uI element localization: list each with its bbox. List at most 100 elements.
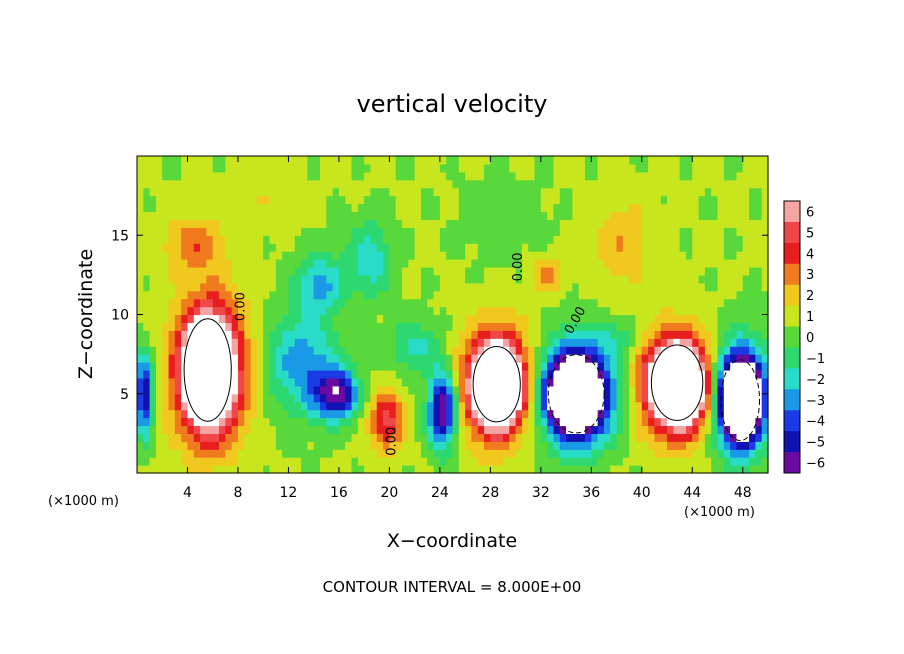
heatmap-cell (484, 243, 491, 252)
heatmap-cell (502, 227, 510, 236)
heatmap-cell (692, 377, 700, 387)
heatmap-cell (578, 171, 586, 181)
heatmap-cell (376, 433, 384, 442)
heatmap-cell (654, 298, 662, 308)
heatmap-cell (547, 251, 555, 260)
heatmap-cell (723, 179, 731, 189)
heatmap-cell (181, 346, 189, 355)
heatmap-cell (301, 346, 308, 355)
heatmap-cell (408, 251, 416, 260)
heatmap-cell (585, 171, 592, 181)
heatmap-cell (559, 385, 567, 395)
heatmap-cell (534, 203, 542, 213)
heatmap-cell (383, 306, 390, 316)
heatmap-cell (553, 433, 561, 442)
heatmap-cell (641, 457, 649, 466)
heatmap-cell (591, 187, 599, 197)
heatmap-cell (187, 433, 195, 442)
heatmap-cell (313, 179, 321, 189)
heatmap-cell (307, 449, 315, 458)
heatmap-cell (616, 393, 624, 403)
heatmap-cell (187, 369, 195, 379)
heatmap-cell (502, 187, 510, 197)
heatmap-cell (471, 243, 479, 252)
heatmap-cell (143, 282, 151, 292)
heatmap-cell (288, 187, 296, 197)
heatmap-cell (212, 259, 220, 268)
heatmap-cell (275, 417, 283, 427)
heatmap-cell (654, 417, 662, 427)
heatmap-cell (263, 266, 271, 276)
heatmap-cell (736, 377, 744, 387)
heatmap-cell (761, 163, 769, 173)
heatmap-cell (540, 259, 548, 268)
heatmap-cell (452, 219, 460, 228)
heatmap-cell (370, 187, 378, 197)
heatmap-cell (345, 401, 353, 411)
heatmap-cell (698, 338, 706, 347)
heatmap-cell (679, 195, 687, 205)
heatmap-cell (692, 385, 700, 395)
heatmap-cell (692, 338, 700, 347)
heatmap-cell (420, 235, 428, 244)
heatmap-cell (250, 393, 258, 403)
heatmap-cell (490, 179, 498, 189)
heatmap-cell (187, 179, 195, 189)
heatmap-cell (319, 314, 327, 324)
heatmap-cell (622, 156, 630, 165)
heatmap-cell (471, 417, 479, 427)
heatmap-cell (730, 377, 738, 387)
heatmap-cell (660, 362, 668, 371)
heatmap-cell (181, 314, 189, 324)
heatmap-cell (395, 306, 403, 316)
heatmap-cell (427, 330, 435, 339)
heatmap-cell (471, 425, 479, 434)
heatmap-cell (685, 203, 693, 213)
heatmap-cell (528, 322, 536, 331)
heatmap-cell (711, 163, 719, 173)
heatmap-cell (717, 179, 725, 189)
heatmap-cell (414, 243, 422, 252)
heatmap-cell (269, 171, 277, 181)
heatmap-cell (496, 266, 504, 276)
heatmap-cell (629, 306, 637, 316)
heatmap-cell (660, 227, 668, 236)
heatmap-cell (439, 409, 447, 419)
heatmap-cell (149, 282, 157, 292)
heatmap-cell (749, 369, 756, 379)
heatmap-cell (319, 211, 327, 220)
heatmap-cell (219, 195, 226, 205)
heatmap-cell (149, 441, 157, 450)
heatmap-cell (250, 203, 258, 213)
x-tick-label: 12 (280, 485, 298, 501)
heatmap-cell (629, 227, 637, 236)
heatmap-cell (408, 219, 416, 228)
heatmap-cell (452, 433, 460, 442)
heatmap-cell (351, 465, 359, 474)
heatmap-cell (616, 274, 624, 284)
heatmap-cell (395, 409, 403, 419)
heatmap-cell (307, 338, 315, 347)
heatmap-cell (326, 401, 334, 411)
heatmap-cell (585, 330, 592, 339)
heatmap-cell (502, 156, 510, 165)
heatmap-cell (622, 187, 630, 197)
heatmap-cell (730, 251, 738, 260)
heatmap-cell (749, 282, 756, 292)
heatmap-cell (679, 163, 687, 173)
heatmap-cell (212, 266, 220, 276)
heatmap-cell (231, 243, 239, 252)
heatmap-cell (736, 227, 744, 236)
heatmap-cell (269, 211, 277, 220)
heatmap-cell (641, 298, 649, 308)
heatmap-cell (477, 417, 485, 427)
heatmap-cell (212, 179, 220, 189)
heatmap-cell (237, 156, 245, 165)
heatmap-cell (540, 274, 548, 284)
heatmap-cell (477, 290, 485, 300)
heatmap-cell (477, 338, 485, 347)
heatmap-cell (603, 274, 611, 284)
heatmap-cell (395, 369, 403, 379)
heatmap-cell (319, 306, 327, 316)
heatmap-cell (616, 385, 624, 395)
